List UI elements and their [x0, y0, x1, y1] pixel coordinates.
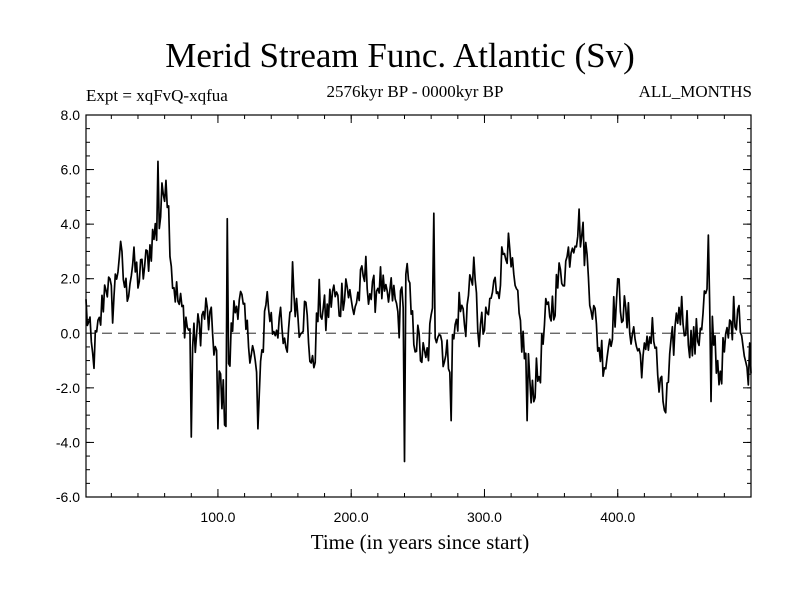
x-tick-label: 300.0: [467, 509, 502, 525]
months-label: ALL_MONTHS: [638, 82, 752, 101]
experiment-label: Expt = xqFvQ-xqfua: [86, 86, 228, 105]
axis-tick-labels: -6.0 -4.0 -2.0 0.0 2.0 4.0 6.0 8.0 100.0 200.0 300…: [56, 107, 636, 525]
axis-ticks: [86, 114, 751, 498]
y-tick-label: -2.0: [56, 380, 80, 396]
y-tick-label: 2.0: [61, 271, 81, 287]
y-tick-label: 8.0: [61, 107, 81, 123]
y-tick-label: -6.0: [56, 489, 80, 505]
y-tick-label: 0.0: [61, 325, 81, 341]
y-tick-label: 4.0: [61, 216, 81, 232]
x-tick-label: 200.0: [334, 509, 369, 525]
y-tick-label: 6.0: [61, 162, 81, 178]
plot-frame: [85, 114, 752, 498]
chart-subtitle: 2576kyr BP - 0000kyr BP: [326, 82, 504, 101]
x-tick-label: 100.0: [200, 509, 235, 525]
series-line: [85, 160, 752, 463]
x-tick-label: 400.0: [600, 509, 635, 525]
y-tick-label: -4.0: [56, 434, 80, 450]
chart-title: Merid Stream Func. Atlantic (Sv): [165, 36, 635, 75]
x-axis-title: Time (in years since start): [310, 530, 530, 554]
